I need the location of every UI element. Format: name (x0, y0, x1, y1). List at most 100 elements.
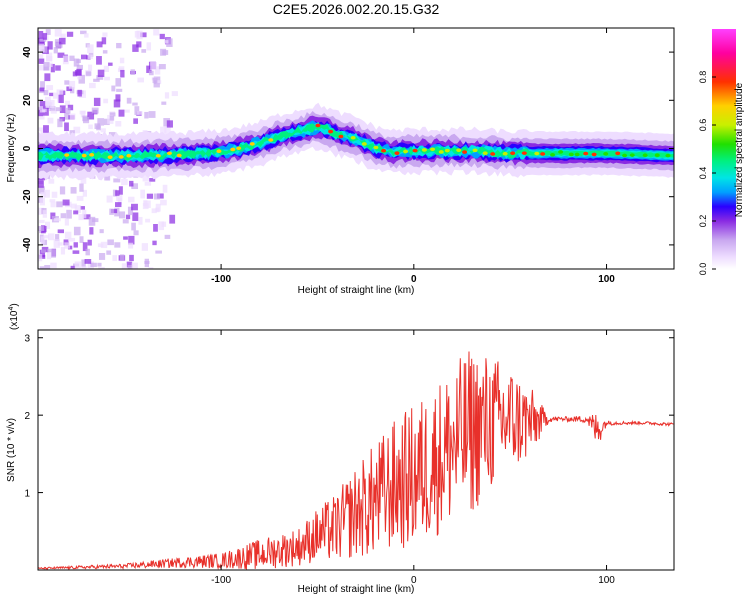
spectrogram-noise-cell (73, 210, 79, 215)
spectrogram-noise-cell (74, 205, 82, 213)
spectrogram-noise-cell (62, 199, 70, 206)
spectrogram-noise-cell (144, 111, 149, 119)
spectrogram-noise-cell (50, 212, 56, 220)
spectrogram-noise-cell (119, 57, 125, 64)
spectrogram-noise-cell (146, 65, 152, 73)
spectrogram-noise-cell (39, 87, 45, 92)
spectrogram-noise-cell (58, 37, 66, 45)
spectrogram-noise-cell (127, 206, 134, 216)
spectrogram-noise-cell (152, 240, 157, 246)
spectrogram-y-tick-label: 40 (22, 46, 33, 58)
spectrogram-peak (268, 138, 274, 142)
snr-scale-suffix: ) (9, 303, 20, 306)
spectrogram-noise-cell (56, 89, 64, 96)
spectrogram-noise-cell (90, 262, 97, 268)
spectrogram-noise-cell (102, 32, 108, 37)
spectrogram-noise-cell (66, 209, 72, 219)
spectrogram-y-tick-label: -20 (22, 189, 33, 204)
spectrogram-noise-cell (100, 128, 106, 133)
spectrogram-noise-cell (43, 235, 50, 239)
spectrogram-noise-cell (55, 107, 62, 112)
spectrogram-noise-cell (82, 189, 88, 197)
spectrogram-noise-cell (153, 83, 160, 88)
spectrogram-peak (223, 150, 229, 155)
spectrogram-y-axis-label: Frequency (Hz) (6, 114, 17, 183)
spectrogram-noise-cell (53, 92, 58, 99)
spectrogram-noise-cell (73, 242, 78, 248)
spectrogram-noise-cell (80, 54, 87, 60)
spectrogram-noise-cell (39, 101, 46, 110)
spectrogram-noise-cell (46, 62, 53, 68)
spectrogram-noise-cell (156, 80, 162, 84)
spectrogram-noise-cell (46, 52, 53, 62)
spectrogram-noise-cell (59, 105, 66, 114)
spectrogram-noise-cell (131, 222, 136, 231)
spectrogram-noise-cell (70, 187, 77, 194)
snr-x-tick-label: 100 (598, 575, 615, 586)
spectrogram-peak (236, 146, 242, 151)
figure-title: C2E5.2026.002.20.15.G32 (273, 1, 440, 17)
spectrogram-noise-cell (38, 43, 45, 50)
spectrogram-noise-cell (54, 29, 62, 37)
spectrogram-noise-cell (155, 203, 161, 212)
spectrogram-noise-cell (149, 178, 156, 182)
spectrogram-noise-cell (42, 225, 47, 233)
spectrogram-noise-cell (81, 266, 87, 269)
spectrogram-noise-cell (51, 191, 58, 198)
spectrogram-noise-cell (132, 212, 139, 222)
snr-x-tick-label: -100 (211, 575, 231, 586)
spectrogram-noise-cell (155, 250, 162, 254)
spectrogram-noise-cell (118, 186, 123, 195)
spectrogram-peak (176, 153, 182, 158)
spectrogram-noise-cell (121, 263, 127, 269)
spectrogram-noise-cell (113, 99, 121, 108)
spectrogram-peak (642, 153, 648, 158)
spectrogram-noise-cell (146, 42, 152, 51)
spectrogram-noise-cell (97, 69, 105, 78)
colorbar-ramp (712, 29, 736, 269)
spectrogram-noise-cell (57, 229, 65, 234)
spectrogram-noise-cell (53, 218, 61, 222)
spectrogram-noise-cell (74, 261, 82, 269)
spectrogram-peak (134, 153, 140, 157)
spectrogram-peak (373, 145, 379, 150)
spectrogram-noise-cell (166, 120, 173, 128)
spectrogram-noise-cell (50, 63, 55, 73)
spectrogram-noise-cell (160, 199, 167, 206)
spectrogram-x-axis-label: Height of straight line (km) (298, 285, 415, 296)
spectrogram-noise-cell (64, 80, 70, 85)
spectrogram-noise-cell (67, 245, 73, 250)
spectrogram-noise-cell (169, 214, 176, 224)
spectrogram-noise-cell (60, 213, 67, 219)
spectrogram-noise-cell (38, 30, 44, 39)
spectrogram-noise-cell (68, 237, 76, 242)
spectrogram-noise-cell (123, 236, 128, 240)
spectrogram-noise-cell (114, 242, 121, 248)
spectrogram-peak (107, 155, 113, 159)
spectrogram-peak (45, 154, 51, 159)
spectrogram-noise-cell (125, 214, 131, 220)
spectrogram-noise-cell (49, 105, 56, 112)
spectrogram-peak (350, 135, 356, 140)
spectrogram-peak (118, 155, 124, 159)
spectrogram-noise-cell (77, 73, 82, 80)
spectrogram-noise-cell (130, 69, 135, 75)
spectrogram-noise-cell (82, 242, 88, 252)
spectrogram-peak (72, 152, 78, 156)
spectrogram-noise-cell (57, 242, 63, 246)
spectrogram-peak (258, 141, 264, 145)
spectrogram-noise-cell (79, 183, 84, 192)
spectrogram-noise-cell (116, 88, 123, 92)
spectrogram-noise-cell (132, 44, 139, 52)
spectrogram-noise-cell (80, 30, 87, 35)
spectrogram-noise-cell (97, 243, 104, 248)
spectrogram-noise-cell (38, 226, 45, 232)
spectrogram-noise-cell (64, 231, 72, 239)
spectrogram-peak (629, 153, 635, 157)
spectrogram-noise-cell (103, 118, 110, 126)
spectrogram-noise-cell (113, 178, 121, 183)
spectrogram-noise-cell (82, 209, 87, 219)
spectrogram-noise-cell (93, 78, 100, 82)
spectrogram-peak (195, 150, 201, 155)
